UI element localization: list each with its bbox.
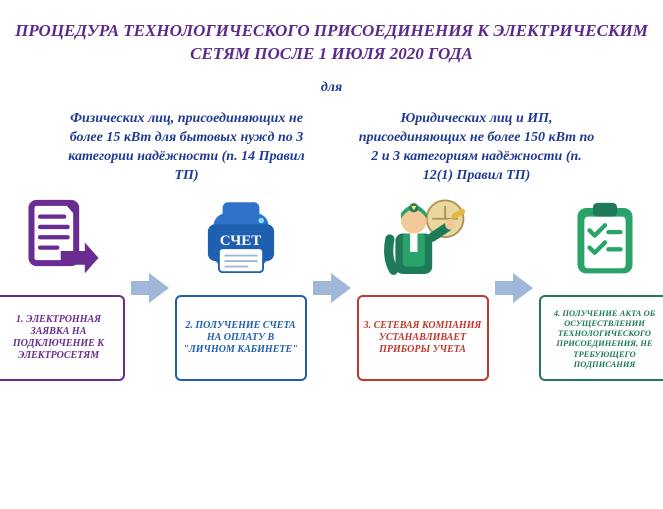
targets-row: Физических лиц, присоединяющих не более … — [0, 110, 663, 186]
worker-icon — [373, 195, 473, 283]
invoice-word: СЧЕТ — [191, 233, 291, 250]
arrow-icon — [313, 273, 351, 303]
arrow-icon — [131, 273, 169, 303]
target-right: Юридических лиц и ИП, присоединяющих не … — [357, 110, 597, 186]
step-1-label: 1. ЭЛЕКТРОННАЯ ЗАЯВКА НА ПОДКЛЮЧЕНИЕ К Э… — [0, 295, 125, 381]
step-1: 1. ЭЛЕКТРОННАЯ ЗАЯВКА НА ПОДКЛЮЧЕНИЕ К Э… — [0, 195, 125, 381]
arrow-icon — [495, 273, 533, 303]
flow-row: 1. ЭЛЕКТРОННАЯ ЗАЯВКА НА ПОДКЛЮЧЕНИЕ К Э… — [0, 195, 663, 381]
document-icon — [9, 195, 109, 283]
step-4-label: 4. ПОЛУЧЕНИЕ АКТА ОБ ОСУЩЕСТВЛЕНИИ ТЕХНО… — [539, 295, 663, 381]
step-3: 3. СЕТЕВАЯ КОМПАНИЯ УСТАНАВЛИВАЕТ ПРИБОР… — [357, 195, 489, 381]
title-line-1: ПРОЦЕДУРА ТЕХНОЛОГИЧЕСКОГО ПРИСОЕДИНЕНИЯ… — [0, 20, 663, 43]
step-2: СЧЕТ 2. ПОЛУЧЕНИЕ СЧЕТА НА ОПЛАТУ В "ЛИЧ… — [175, 195, 307, 381]
clipboard-icon — [555, 195, 655, 283]
main-title: ПРОЦЕДУРА ТЕХНОЛОГИЧЕСКОГО ПРИСОЕДИНЕНИЯ… — [0, 0, 663, 66]
step-4: 4. ПОЛУЧЕНИЕ АКТА ОБ ОСУЩЕСТВЛЕНИИ ТЕХНО… — [539, 195, 663, 381]
title-line-2: СЕТЯМ ПОСЛЕ 1 ИЮЛЯ 2020 ГОДА — [0, 43, 663, 66]
target-left: Физических лиц, присоединяющих не более … — [67, 110, 307, 186]
invoice-icon: СЧЕТ — [191, 195, 291, 283]
step-3-label: 3. СЕТЕВАЯ КОМПАНИЯ УСТАНАВЛИВАЕТ ПРИБОР… — [357, 295, 489, 381]
subtitle: для — [0, 80, 663, 96]
step-2-label: 2. ПОЛУЧЕНИЕ СЧЕТА НА ОПЛАТУ В "ЛИЧНОМ К… — [175, 295, 307, 381]
